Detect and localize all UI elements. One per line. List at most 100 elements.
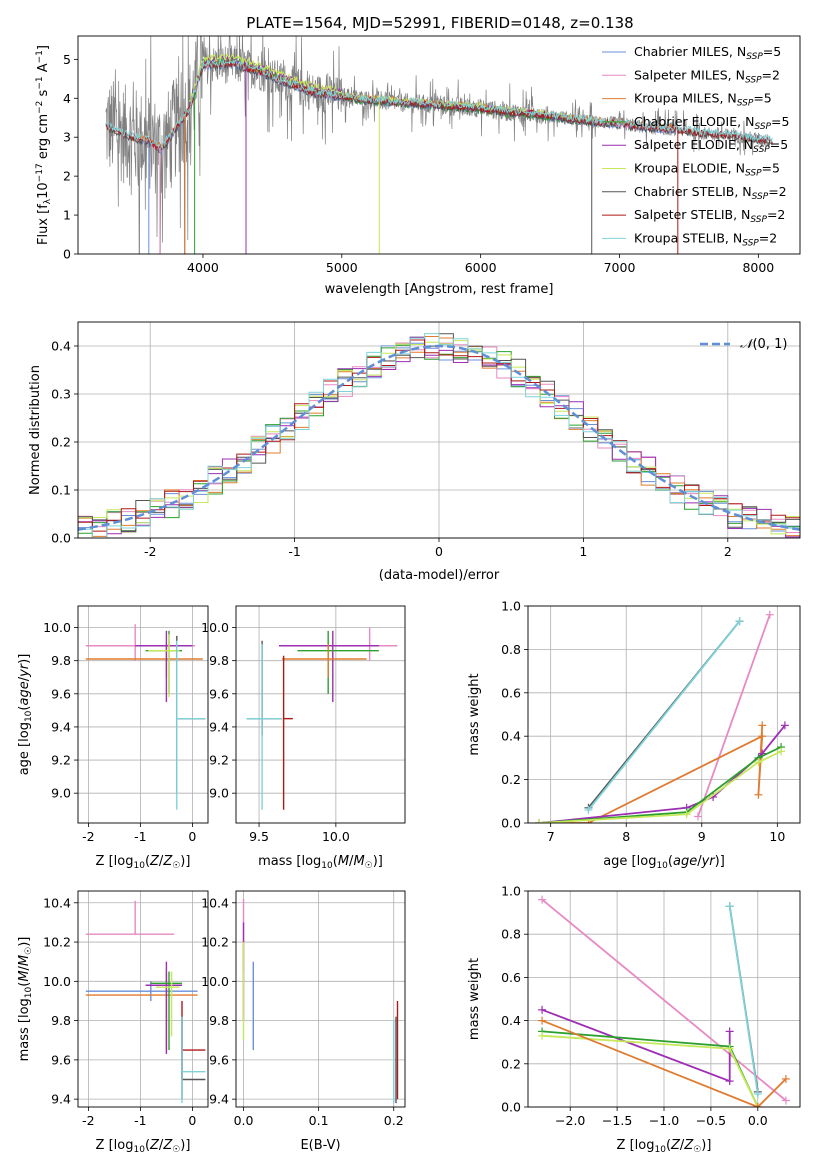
x-axis-label: Z [log10(Z/Z☉)] [617, 1138, 712, 1155]
y-tick-label: 10.2 [43, 935, 71, 950]
panel-residuals: -2 -1 0 1 2 0.0 0.1 0.2 0.3 0.4 (data-model)/error… [28, 321, 801, 583]
y-tick-label: 9.4 [51, 1092, 71, 1107]
y-axis-label: Normed distribution [28, 365, 43, 495]
y-tick-label: 2 [63, 169, 71, 184]
x-axis-label: Z [log10(Z/Z☉)] [96, 854, 191, 871]
x-tick-label: 1 [579, 544, 587, 559]
plot-area [85, 624, 206, 810]
y-axis-label: mass weight [467, 958, 482, 1040]
y-tick-label: 3 [63, 130, 71, 145]
x-tick-label: -2 [82, 829, 94, 844]
y-tick-label: 10.0 [43, 620, 71, 635]
weight-line-salpeter_miles [697, 614, 771, 817]
legend-label-salpeter_miles: Salpeter MILES, NSSP=2 [634, 67, 780, 85]
axes-frame [77, 321, 801, 539]
weight-line-kroupa_stelib [728, 905, 759, 1095]
histogram-salpeter_stelib [78, 339, 800, 538]
figure-title: PLATE=1564, MJD=52991, FIBERID=0148, z=0… [246, 14, 633, 32]
y-tick-label: 0.3 [51, 387, 71, 402]
legend-label-normal: 𝒩(0, 1) [740, 337, 787, 352]
y-axis-label: age [log10(age/yr)] [17, 654, 34, 776]
legend: Chabrier MILES, NSSP=5 Salpeter MILES, NS… [602, 44, 789, 248]
y-tick-label: 0.0 [501, 816, 521, 831]
weight-line-kroupa_stelib [587, 620, 741, 811]
y-tick-label: 9.2 [209, 753, 229, 768]
panel-z_vs_mass: -2 -1 0 9.4 9.6 9.8 10.0 10.2 10.4 Z [log10(Z/Z☉)… [17, 890, 209, 1155]
y-tick-label: 9.2 [51, 753, 71, 768]
y-tick-label: 9.6 [209, 1052, 229, 1067]
x-tick-label: 0.1 [309, 1113, 329, 1128]
x-tick-label: 8000 [742, 260, 774, 275]
plot-area [538, 895, 790, 1107]
y-tick-label: 9.6 [51, 686, 71, 701]
y-tick-label: 0.8 [501, 927, 521, 942]
y-tick-label: 0 [63, 247, 71, 262]
panel-weights_vs_z: −2.0 −1.5 −1.0 −0.5 0.0 0.0 0.2 0.4 0.6 0.8 1.0 Z [… [467, 884, 801, 1155]
y-axis-label: Flux [fλ10−17 erg cm−2 s−1 A−1] [35, 45, 53, 245]
weight-line-chabrier_elodie [539, 746, 782, 823]
weight-line-kroupa_elodie [539, 750, 782, 823]
panel-spectrum: 4000 5000 6000 7000 8000 0 1 2 3 4 5 wavelength [An… [35, 35, 801, 297]
x-tick-label: 7 [547, 829, 555, 844]
y-tick-label: 9.4 [209, 719, 229, 734]
x-axis-label: (data-model)/error [379, 568, 500, 583]
legend-label-chabrier_stelib: Chabrier STELIB, NSSP=2 [634, 184, 787, 202]
y-tick-label: 9.8 [51, 653, 71, 668]
plot-area [105, 36, 773, 254]
y-tick-label: 9.8 [51, 1013, 71, 1028]
y-tick-label: 0.6 [501, 685, 521, 700]
x-tick-label: -2 [82, 1113, 94, 1128]
y-tick-label: 0.6 [501, 970, 521, 985]
plot-area [535, 610, 789, 823]
x-tick-label: −0.5 [696, 1113, 726, 1128]
x-axis-label: age [log10(age/yr)] [603, 854, 725, 871]
y-tick-label: 9.6 [51, 1052, 71, 1067]
y-tick-label: 5 [63, 52, 71, 67]
weight-line-kroupa_miles [539, 725, 764, 823]
y-tick-label: 9.0 [51, 786, 71, 801]
panel-z_vs_age: -2 -1 0 9.0 9.2 9.4 9.6 9.8 10.0 Z [log10(Z/Z☉)] a… [17, 605, 209, 871]
axes-frame [77, 35, 801, 255]
panel-ebv_vs_mass: 0.0 0.1 0.2 9.4 9.6 9.8 10.0 10.2 10.4 E(B-V) [201, 890, 406, 1153]
y-tick-label: 0.4 [501, 729, 521, 744]
y-tick-label: 4 [63, 91, 71, 106]
y-axis-label: mass [log10(M/M☉)] [17, 937, 34, 1062]
y-tick-label: 9.4 [51, 719, 71, 734]
y-tick-label: 10.4 [43, 895, 71, 910]
model-chabrier_miles [138, 60, 676, 155]
weight-line-kroupa_miles [541, 1019, 787, 1107]
normal-curve [78, 344, 800, 531]
x-tick-label: 0.2 [384, 1113, 404, 1128]
y-tick-label: 9.4 [209, 1092, 229, 1107]
legend-label-chabrier_miles: Chabrier MILES, NSSP=5 [634, 44, 781, 62]
x-tick-label: -1 [134, 829, 146, 844]
y-tick-label: 9.8 [209, 1013, 229, 1028]
y-tick-label: 10.4 [201, 895, 229, 910]
x-tick-label: −1.0 [649, 1113, 679, 1128]
y-tick-label: 10.0 [43, 974, 71, 989]
x-axis-label: E(B-V) [300, 1138, 340, 1153]
x-tick-label: −1.5 [602, 1113, 632, 1128]
x-tick-label: -1 [288, 544, 300, 559]
legend-label-salpeter_elodie: Salpeter ELODIE, NSSP=5 [634, 137, 788, 155]
x-tick-label: -1 [134, 1113, 146, 1128]
legend-label-salpeter_stelib: Salpeter STELIB, NSSP=2 [634, 207, 785, 225]
legend-label-kroupa_stelib: Kroupa STELIB, NSSP=2 [634, 230, 777, 248]
y-tick-label: 0.0 [51, 531, 71, 546]
x-tick-label: 10.0 [322, 829, 350, 844]
plot-area [242, 898, 399, 1104]
axes-frame [235, 605, 406, 824]
x-tick-label: 9.5 [249, 829, 269, 844]
y-axis-label: mass weight [467, 673, 482, 755]
plot-area [85, 900, 206, 1104]
plot-area [78, 333, 800, 538]
x-axis-label: Z [log10(Z/Z☉)] [96, 1138, 191, 1155]
x-tick-label: 2 [724, 544, 732, 559]
y-tick-label: 0.4 [51, 339, 71, 354]
x-tick-label: 6000 [465, 260, 497, 275]
y-tick-label: 1.0 [501, 599, 521, 614]
y-tick-label: 10.2 [201, 935, 229, 950]
y-tick-label: 0.2 [51, 435, 71, 450]
x-tick-label: 0 [188, 1113, 196, 1128]
weight-line-salpeter_elodie [539, 724, 786, 823]
